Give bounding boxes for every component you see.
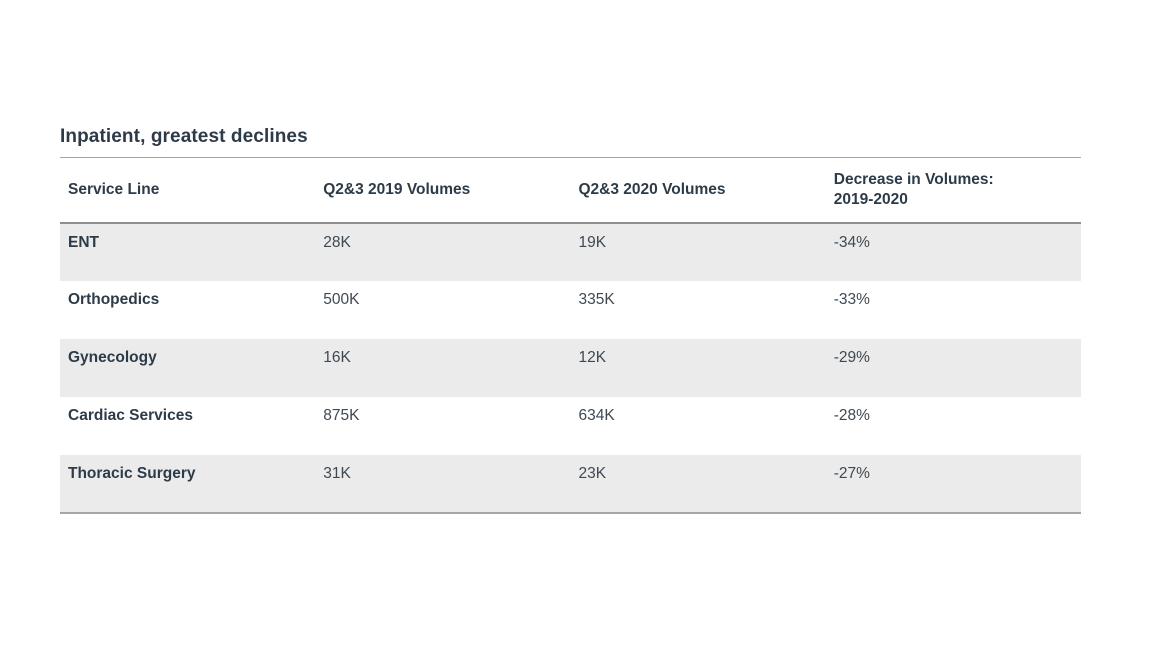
cell-decrease: -27% <box>833 464 870 482</box>
table-row: Gynecology 16K 12K -29% <box>60 338 1081 397</box>
page-title: Inpatient, greatest declines <box>60 126 308 147</box>
cell-service-line: Cardiac Services <box>68 406 193 424</box>
cell-2019-volume: 28K <box>323 233 351 251</box>
table-row: Cardiac Services 875K 634K -28% <box>60 397 1081 455</box>
column-header-2020-volumes: Q2&3 2020 Volumes <box>570 157 826 224</box>
cell-decrease: -28% <box>833 406 870 424</box>
cell-service-line: ENT <box>68 233 99 251</box>
cell-2019-volume: 31K <box>323 464 351 482</box>
table-row: Orthopedics 500K 335K -33% <box>60 281 1081 339</box>
column-header-2019-volumes: Q2&3 2019 Volumes <box>315 157 571 224</box>
table-header-row: Service Line Q2&3 2019 Volumes Q2&3 2020… <box>60 157 1081 224</box>
cell-2020-volume: 634K <box>578 406 615 424</box>
inpatient-declines-table: Service Line Q2&3 2019 Volumes Q2&3 2020… <box>60 157 1081 514</box>
column-header-decrease: Decrease in Volumes: 2019-2020 <box>825 157 1081 224</box>
cell-service-line: Orthopedics <box>68 290 160 308</box>
cell-decrease: -33% <box>833 290 870 308</box>
cell-service-line: Thoracic Surgery <box>68 464 196 482</box>
cell-2019-volume: 875K <box>323 406 360 424</box>
cell-2020-volume: 335K <box>578 290 615 308</box>
cell-2020-volume: 23K <box>578 464 607 482</box>
cell-decrease: -34% <box>833 233 870 251</box>
table-row: Thoracic Surgery 31K 23K -27% <box>60 454 1081 513</box>
cell-2019-volume: 500K <box>323 290 360 308</box>
cell-2020-volume: 19K <box>578 233 607 251</box>
cell-2020-volume: 12K <box>578 348 607 366</box>
slide-content: Inpatient, greatest declines Service Lin… <box>60 126 1081 514</box>
column-header-service-line: Service Line <box>60 157 316 224</box>
cell-2019-volume: 16K <box>323 348 351 366</box>
cell-service-line: Gynecology <box>68 348 157 366</box>
cell-decrease: -29% <box>833 348 870 366</box>
table-row: ENT 28K 19K -34% <box>60 222 1081 281</box>
